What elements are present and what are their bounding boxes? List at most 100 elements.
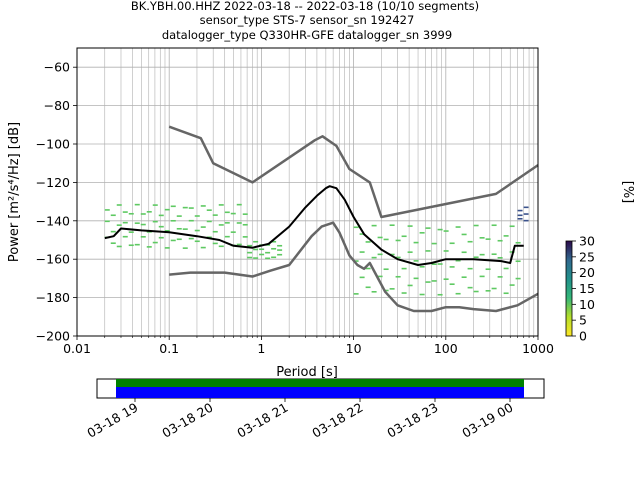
psd-density-cell (194, 229, 200, 232)
psd-density-cell (206, 220, 212, 223)
grid-lines (76, 48, 538, 337)
psd-density-cell (224, 235, 230, 238)
psd-density-cell (359, 251, 365, 253)
psd-density-cell (425, 250, 431, 252)
psd-density-cell (491, 224, 497, 227)
psd-density-cell (265, 257, 271, 260)
psd-density-cell (164, 208, 170, 211)
psd-density-cell (230, 212, 236, 215)
timeline-tick-label: 03-18 23 (384, 400, 440, 441)
psd-density-cell (359, 233, 365, 235)
data-coverage-timeline: 03-18 19 03-18 20 03-18 21 03-18 22 03-18 23… (84, 378, 545, 441)
psd-density-cell (479, 253, 485, 256)
psd-density-cell (419, 293, 425, 296)
psd-density-cell (395, 239, 401, 242)
psd-density-cell (437, 263, 443, 265)
psd-density-cell (497, 276, 503, 278)
psd-density-cell (365, 286, 371, 289)
colorbar-tick-label: 10 (579, 297, 595, 312)
psd-density-cell (437, 228, 443, 231)
psd-density-cell (218, 204, 224, 206)
psd-density-cell (134, 222, 140, 224)
psd-density-cell (236, 203, 242, 206)
psd-density-cell (242, 213, 248, 215)
psd-density-cell (401, 267, 407, 270)
psd-density-cell (503, 235, 509, 237)
psd-density-cell (271, 240, 277, 243)
y-tick-label: −160 (36, 252, 70, 267)
psd-density-cell (389, 224, 395, 227)
psd-density-cell (277, 244, 283, 247)
psd-density-cell (164, 230, 170, 232)
title-line-2: sensor_type STS-7 sensor_sn 192427 (200, 13, 415, 27)
psd-density-cell (104, 220, 110, 223)
psd-density-cell (152, 241, 158, 244)
psd-density-cell (152, 204, 158, 206)
psd-density-cell (461, 276, 467, 279)
psd-density-cell (158, 214, 164, 217)
colorbar-tick-label: 15 (579, 281, 595, 296)
psd-density-cell (253, 248, 259, 251)
psd-density-cell (515, 260, 521, 263)
psd-density-cell (134, 243, 140, 246)
psd-density-cell (365, 241, 371, 243)
psd-density-cell (164, 247, 170, 249)
colorbar-tick-label: 30 (579, 234, 595, 249)
series-noise-model-high (168, 125, 539, 219)
psd-density-cell (455, 292, 461, 295)
psd-density-cell (491, 253, 497, 256)
psd-density-cell (242, 236, 248, 238)
psd-density-cell (259, 253, 265, 256)
series-mode (104, 185, 524, 266)
psd-density-cell (523, 206, 529, 209)
x-tick-label: 1 (257, 341, 265, 356)
psd-density-cell (389, 288, 395, 290)
psd-density-cell (419, 265, 425, 268)
psd-density-cell (218, 245, 224, 248)
psd-density-cell (265, 251, 271, 254)
psd-density-cell (485, 268, 491, 271)
psd-density-cell (467, 286, 473, 289)
psd-density-cell (200, 205, 206, 207)
psd-density-cell (401, 292, 407, 294)
x-tick-label: 0.01 (63, 341, 91, 356)
x-tick-label: 10 (346, 341, 362, 356)
psd-density-cell (413, 277, 419, 280)
plot-background (77, 48, 538, 336)
psd-density-cell (128, 244, 134, 247)
psd-density-cell (188, 237, 194, 240)
psd-density-cell (467, 240, 473, 243)
psd-density-cell (497, 239, 503, 242)
psd-density-cell (182, 206, 188, 209)
psd-density-cell (419, 232, 425, 234)
psd-density-cell (517, 209, 523, 212)
psd-density-cell (200, 226, 206, 228)
psd-density-cell (104, 209, 110, 211)
psd-density-cell (497, 256, 503, 259)
psd-density-cell (401, 235, 407, 238)
psd-density-cell (515, 241, 521, 244)
psd-density-cell (277, 253, 283, 256)
psd-density-cell (236, 222, 242, 224)
psd-density-cell (236, 243, 242, 246)
series-noise-model-low (169, 221, 539, 313)
psd-density-cell (353, 293, 359, 295)
x-axis-ticks: 0.01 0.1 1 10 100 1000 (63, 336, 554, 356)
psd-density-cell (437, 293, 443, 296)
colorbar-label: [%] (620, 181, 635, 204)
psd-density-cell (158, 225, 164, 228)
psd-density-cell (194, 240, 200, 243)
psd-density-cell (253, 257, 259, 259)
timeline-tick-label: 03-18 22 (309, 400, 365, 441)
psd-density-cell (517, 217, 523, 220)
psd-density-cell (443, 278, 449, 280)
psd-density-cell (395, 256, 401, 259)
psd-density-cell (158, 236, 164, 239)
psd-density-cell (413, 260, 419, 262)
x-tick-label: 0.1 (159, 341, 179, 356)
psd-density-cell (212, 230, 218, 233)
psd-density-cell (395, 275, 401, 278)
psd-density-cell (479, 237, 485, 239)
psd-density-cell (461, 251, 467, 254)
